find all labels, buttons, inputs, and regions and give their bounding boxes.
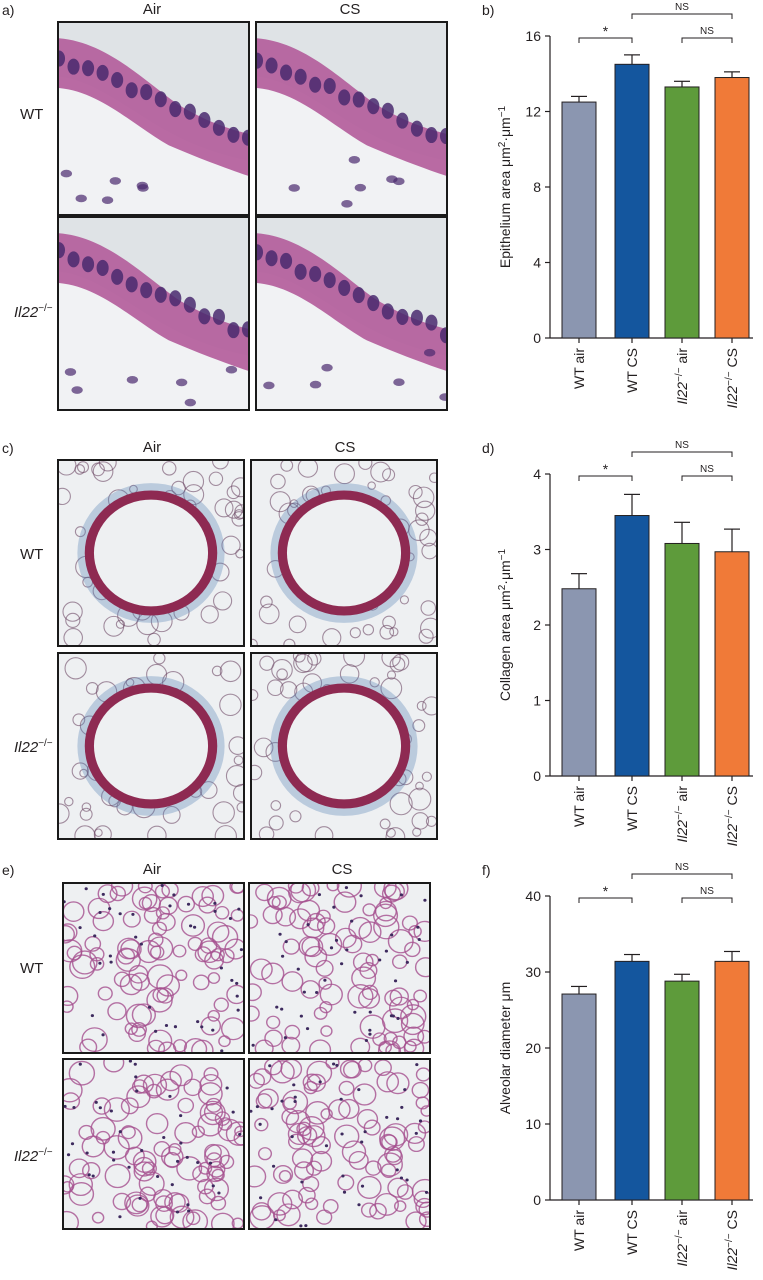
chart-collagen-area: 0 1 2 3 4 Collagen area μm2·μm−1 WT air WT CS Il… [478, 438, 763, 858]
micrograph-alveoli-il22-cs [248, 1058, 431, 1230]
y-tick-label: 30 [525, 964, 541, 980]
y-tick-label: 8 [533, 179, 541, 195]
bar [664, 980, 700, 1201]
column-header-air: Air [142, 1, 162, 18]
row-label-wt: WT [20, 546, 44, 563]
micrograph-trichrome-wt-air [57, 459, 245, 647]
y-tick-label: 10 [525, 1116, 541, 1132]
y-tick-label: 4 [533, 466, 541, 482]
significance-bracket [681, 475, 733, 481]
column-header-cs: CS [339, 1, 361, 18]
significance-bracket [578, 475, 633, 481]
y-tick-label: 2 [533, 617, 541, 633]
bar [614, 960, 650, 1201]
micrograph-alveoli-wt-cs [248, 882, 431, 1054]
bar [664, 542, 700, 777]
panel-label-a: a) [2, 2, 15, 18]
x-tick-label: Il22−/− CS [724, 348, 740, 408]
panel-label-c: c) [2, 440, 14, 456]
column-header-air: Air [142, 439, 162, 456]
significance-label: NS [675, 2, 689, 13]
y-tick-label: 16 [525, 28, 541, 44]
panel-label-b: b) [482, 2, 495, 18]
chart-svg: 0 1 2 3 4 Collagen area μm2·μm−1 WT air WT CS Il… [497, 440, 753, 846]
chart-svg: 0 4 8 12 16 Epithelium area μm2·μm−1 WT air WT … [497, 2, 753, 408]
significance-label: NS [700, 886, 714, 897]
significance-label: * [603, 883, 609, 899]
significance-label: NS [700, 464, 714, 475]
micrograph-alveoli-wt-air [62, 882, 245, 1054]
x-tick-label: WT CS [624, 786, 640, 831]
x-tick-label: WT air [571, 786, 587, 827]
significance-label: NS [675, 862, 689, 873]
x-tick-label: Il22−/− air [674, 1210, 690, 1267]
row-label-wt: WT [20, 106, 44, 123]
bar [714, 960, 750, 1201]
panel-label-e: e) [2, 862, 15, 878]
row-label-il22: Il22−/− [14, 303, 53, 321]
micrograph-he-wt-air [57, 21, 250, 216]
micrograph-he-il22-air [57, 216, 250, 411]
row-label-il22: Il22−/− [14, 738, 53, 756]
bar [614, 63, 650, 339]
column-header-air: Air [142, 861, 162, 878]
significance-bracket [578, 37, 633, 43]
x-tick-label: WT air [571, 348, 587, 389]
bar [561, 993, 597, 1201]
micrograph-alveoli-il22-air [62, 1058, 245, 1230]
y-axis-label: Collagen area μm2·μm−1 [497, 548, 513, 701]
row-label-wt: WT [20, 960, 44, 977]
significance-bracket [681, 897, 733, 903]
x-tick-label: WT CS [624, 348, 640, 393]
significance-bracket [681, 37, 733, 43]
bar [714, 77, 750, 339]
row-label-il22: Il22−/− [14, 1147, 53, 1165]
y-tick-label: 0 [533, 330, 541, 346]
micrograph-trichrome-il22-air [57, 652, 245, 840]
x-tick-label: Il22−/− air [674, 348, 690, 405]
y-tick-label: 4 [533, 255, 541, 271]
bar [614, 515, 650, 777]
y-axis-label: Alveolar diameter μm [497, 982, 513, 1115]
significance-bracket [631, 451, 733, 457]
x-tick-label: WT CS [624, 1210, 640, 1255]
y-tick-label: 3 [533, 542, 541, 558]
y-tick-label: 20 [525, 1040, 541, 1056]
significance-label: * [603, 461, 609, 477]
significance-bracket [631, 873, 733, 879]
y-tick-label: 0 [533, 768, 541, 784]
y-axis-label: Epithelium area μm2·μm−1 [497, 105, 513, 268]
chart-alveolar-diameter: 0 10 20 30 40 Alveolar diameter μm WT air WT CS… [478, 860, 763, 1280]
bar [561, 101, 597, 339]
significance-label: * [603, 23, 609, 39]
micrograph-trichrome-il22-cs [250, 652, 438, 840]
micrograph-trichrome-wt-cs [250, 459, 438, 647]
x-tick-label: Il22−/− CS [724, 786, 740, 846]
chart-epithelium-area: 0 4 8 12 16 Epithelium area μm2·μm−1 WT air WT … [478, 0, 763, 430]
y-tick-label: 1 [533, 693, 541, 709]
chart-svg: 0 10 20 30 40 Alveolar diameter μm WT air WT CS… [497, 862, 753, 1270]
panel-label-f: f) [482, 862, 491, 878]
micrograph-he-wt-cs [255, 21, 448, 216]
x-tick-label: Il22−/− air [674, 786, 690, 843]
y-tick-label: 12 [525, 104, 541, 120]
y-tick-label: 0 [533, 1192, 541, 1208]
bar [664, 86, 700, 339]
bar [561, 588, 597, 777]
panel-label-d: d) [482, 440, 495, 456]
micrograph-he-il22-cs [255, 216, 448, 411]
column-header-cs: CS [331, 861, 353, 878]
significance-bracket [631, 13, 733, 19]
column-header-cs: CS [334, 439, 356, 456]
significance-bracket [578, 897, 633, 903]
x-tick-label: WT air [571, 1210, 587, 1251]
bar [714, 551, 750, 777]
y-tick-label: 40 [525, 888, 541, 904]
x-tick-label: Il22−/− CS [724, 1210, 740, 1270]
significance-label: NS [675, 440, 689, 451]
significance-label: NS [700, 26, 714, 37]
